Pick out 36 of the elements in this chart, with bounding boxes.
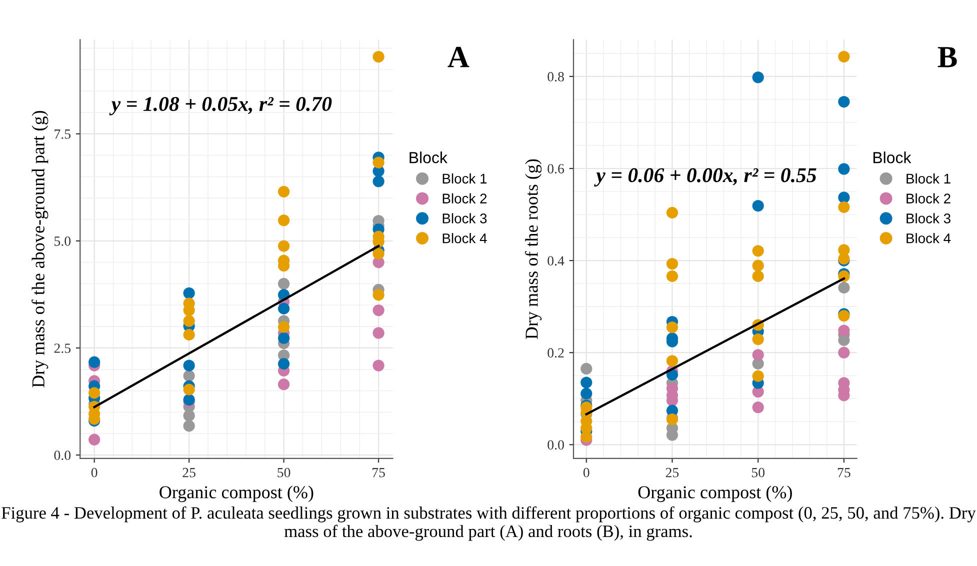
text: A	[448, 46, 470, 68]
legend-label: Block 2	[906, 193, 950, 204]
x-axis-title: Organic compost (%)	[160, 486, 314, 502]
annotation: y = 1.08 + 0.05x, r² = 0.70	[109, 96, 332, 116]
x-tick-label: 0	[583, 468, 590, 478]
x-tick-label: 0	[91, 468, 98, 478]
y-tick-label: 0.6	[548, 164, 564, 174]
x-axis-title: Organic compost (%)	[638, 486, 792, 502]
y-tick-label: 7.5	[54, 130, 71, 139]
legend-label: Block 3	[442, 213, 487, 224]
y-tick-label: 0.4	[548, 256, 564, 266]
legend-label: Block 1	[906, 173, 950, 184]
caption: Figure 4 - Development of P. aculeata seedlings grown in substrates with different proportions of organic compost (0, 25, 50, and 75%). Dry mass of the above-ground part (A) and roots (B), in grams.	[2, 506, 976, 541]
annotation: y = 0.06 + 0.00x, r² = 0.55	[594, 168, 816, 187]
y-axis-title: Dry mass of the roots (g)	[524, 159, 542, 340]
x-tick-label: 75	[372, 468, 385, 478]
y-tick-label: 0.2	[548, 348, 564, 358]
x-tick-label: 50	[278, 468, 290, 478]
y-tick-label: 0.0	[54, 450, 71, 460]
x-tick-label: 50	[752, 468, 765, 478]
y-tick-label: 2.5	[54, 344, 71, 353]
legend-title: Block	[873, 152, 912, 164]
y-tick-label: 0.0	[548, 440, 564, 450]
legend-title: Block	[410, 152, 448, 164]
y-tick-label: 5.0	[54, 236, 71, 246]
legend-label: Block 2	[442, 193, 487, 204]
text: B	[938, 47, 957, 68]
legend-label: Block 4	[442, 233, 487, 244]
legend-label: Block 1	[442, 173, 487, 184]
y-axis-title: Dry mass of the above-ground part (g)	[32, 110, 48, 388]
x-tick-label: 25	[182, 468, 196, 478]
y-tick-label: 0.8	[548, 72, 564, 82]
legend-label: Block 3	[906, 213, 950, 224]
x-tick-label: 25	[666, 468, 679, 478]
legend-label: Block 4	[906, 233, 951, 244]
x-tick-label: 75	[838, 468, 850, 478]
